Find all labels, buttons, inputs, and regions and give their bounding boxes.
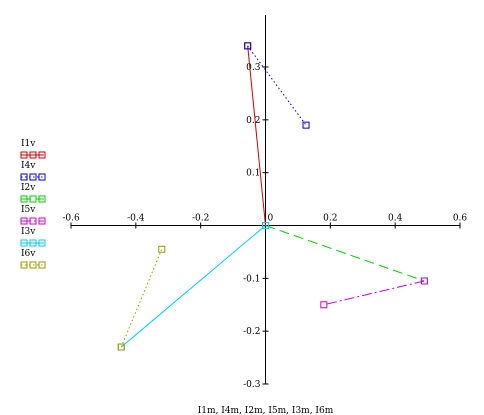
x-tick-label: 0.4 (388, 214, 403, 224)
legend-swatch-marker (20, 195, 28, 203)
legend-swatch-marker (29, 151, 37, 159)
x-tick-label: -0.4 (127, 214, 145, 224)
y-tick-label: 0.2 (246, 116, 260, 126)
y-tick-label: -0.2 (243, 327, 260, 337)
series-line-i2v (265, 225, 425, 282)
legend-swatch-marker (29, 261, 37, 269)
legend-swatch-marker (38, 195, 46, 203)
legend-label-i5v: I5v (21, 205, 36, 215)
legend-swatch-marker (29, 217, 37, 225)
legend-swatch-marker (20, 173, 28, 181)
legend: I1v I4v I2v I5v I3v I6v (20, 139, 46, 269)
series-line-i1v (247, 45, 266, 226)
legend-swatch-marker (38, 173, 46, 181)
data-point-i5v (320, 301, 328, 309)
axes: -0.6 -0.4 -0.2 0 0.2 0.4 0.6 -0.3 -0.2 -0.1 0.1 0.2… (62, 15, 467, 390)
legend-label-i4v: I4v (21, 161, 36, 171)
legend-swatch-marker (29, 195, 37, 203)
series-line-i6v (120, 249, 163, 348)
series-layer (117, 42, 428, 351)
y-tick-label: 0.1 (246, 169, 260, 179)
legend-label-i3v: I3v (21, 227, 36, 237)
x-tick-label: -0.2 (192, 214, 209, 224)
y-tick-label: 0.3 (246, 63, 261, 73)
legend-swatch-marker (29, 173, 37, 181)
x-axis-label: I1m, I4m, I2m, I5m, I3m, I6m (198, 406, 334, 415)
series-line-i3v (120, 225, 266, 348)
legend-label-i1v: I1v (21, 139, 36, 149)
series-line-i4v (247, 45, 307, 126)
legend-swatch-marker (20, 239, 28, 247)
data-point-i6v (158, 245, 166, 253)
legend-label-i6v: I6v (21, 249, 36, 259)
data-point-i3v (262, 222, 269, 229)
x-tick-label: 0 (268, 214, 274, 224)
data-point-i6v (117, 343, 125, 351)
legend-swatch-marker (29, 239, 37, 247)
x-tick-label: 0.6 (453, 214, 468, 224)
y-tick-label: -0.1 (243, 274, 260, 284)
series-line-i5v (323, 280, 425, 306)
legend-swatch-marker (38, 151, 46, 159)
data-point-i5v (420, 277, 428, 285)
legend-swatch-marker (38, 217, 46, 225)
legend-swatch-marker (20, 151, 28, 159)
legend-label-i2v: I2v (21, 183, 36, 193)
y-tick-label: -0.3 (243, 380, 261, 390)
x-tick-label: 0.2 (323, 214, 337, 224)
legend-swatch-marker (38, 239, 46, 247)
legend-swatch-marker (20, 217, 28, 225)
x-tick-label: -0.6 (62, 214, 80, 224)
legend-swatch-marker (38, 261, 46, 269)
data-point-i4v (244, 42, 252, 50)
legend-swatch-marker (20, 261, 28, 269)
data-point-i4v (302, 121, 310, 129)
